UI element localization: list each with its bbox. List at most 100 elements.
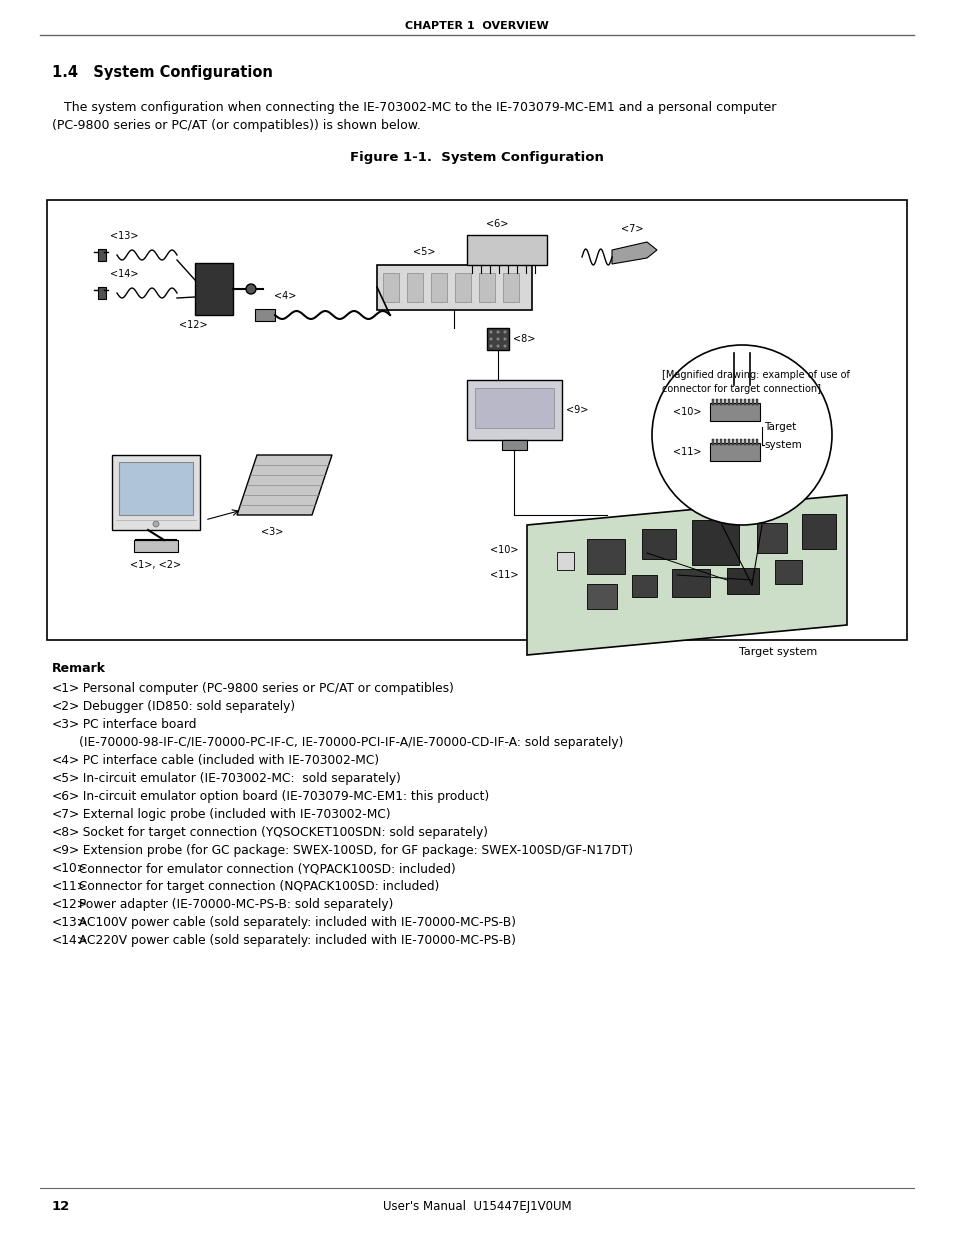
Text: (PC-9800 series or PC/AT (or compatibles)) is shown below.: (PC-9800 series or PC/AT (or compatibles… [52,120,420,132]
Bar [641,530,676,559]
Bar [709,403,760,421]
Bar [716,399,718,405]
Bar [557,552,574,571]
Circle shape [503,345,506,347]
Bar [735,438,738,445]
Bar [716,438,718,445]
Bar [382,273,398,303]
Bar [478,273,495,303]
Text: In-circuit emulator (IE-703002-MC:  sold separately): In-circuit emulator (IE-703002-MC: sold … [75,772,400,785]
Text: <11>: <11> [52,881,88,893]
Bar [747,399,750,405]
Text: AC220V power cable (sold separately: included with IE-70000-MC-PS-B): AC220V power cable (sold separately: inc… [75,934,516,947]
Bar [467,235,546,266]
Bar [723,399,726,405]
Circle shape [503,337,506,341]
Bar [740,399,741,405]
Bar [98,287,106,299]
Bar [720,399,721,405]
Bar [740,438,741,445]
Text: <10>: <10> [672,408,700,417]
Text: <10>: <10> [490,545,518,555]
Polygon shape [526,495,846,655]
Bar [586,540,624,574]
Text: Personal computer (PC-9800 series or PC/AT or compatibles): Personal computer (PC-9800 series or PC/… [75,682,454,695]
Text: <1>, <2>: <1>, <2> [131,559,181,571]
Text: <11>: <11> [672,447,700,457]
Text: External logic probe (included with IE-703002-MC): External logic probe (included with IE-7… [75,808,390,821]
Text: <8>: <8> [513,333,535,345]
Bar [755,438,758,445]
Text: <10>: <10> [52,862,88,876]
Text: Connector for target connection (NQPACK100SD: included): Connector for target connection (NQPACK1… [75,881,439,893]
Bar [711,399,714,405]
Text: connector for target connection]: connector for target connection] [661,384,821,394]
Bar [801,514,835,550]
Bar [133,540,178,552]
Bar [757,524,786,553]
Text: <12>: <12> [52,898,88,911]
Text: Figure 1-1.  System Configuration: Figure 1-1. System Configuration [350,152,603,164]
Bar [755,399,758,405]
Text: CHAPTER 1  OVERVIEW: CHAPTER 1 OVERVIEW [405,21,548,31]
Circle shape [651,345,831,525]
Text: <6>: <6> [485,219,508,228]
Text: Socket for target connection (YQSOCKET100SDN: sold separately): Socket for target connection (YQSOCKET10… [75,826,488,839]
Bar [671,569,709,598]
Text: <7>: <7> [620,224,642,233]
Text: <3>: <3> [260,527,283,537]
Polygon shape [236,454,332,515]
Text: <11>: <11> [490,571,518,580]
Text: <13>: <13> [52,916,88,929]
Bar [751,399,754,405]
Bar [407,273,422,303]
Text: 12: 12 [52,1200,71,1213]
Circle shape [246,284,255,294]
Bar [774,559,801,584]
Polygon shape [612,242,657,264]
Text: <7>: <7> [52,808,80,821]
Text: Connector for emulator connection (YQPACK100SD: included): Connector for emulator connection (YQPAC… [75,862,456,876]
Text: Target: Target [763,422,796,432]
Text: [Magnified drawing: example of use of: [Magnified drawing: example of use of [661,370,849,380]
Text: <12>: <12> [178,320,207,330]
Text: <14>: <14> [52,934,88,947]
Text: <5>: <5> [52,772,80,785]
Bar [751,438,754,445]
Text: system: system [763,440,801,450]
Text: 1.4   System Configuration: 1.4 System Configuration [52,64,273,79]
Text: <5>: <5> [413,247,435,257]
Text: Power adapter (IE-70000-MC-PS-B: sold separately): Power adapter (IE-70000-MC-PS-B: sold se… [75,898,393,911]
Text: <4>: <4> [274,291,295,301]
Circle shape [496,331,499,333]
Bar [735,399,738,405]
Text: <4>: <4> [52,755,80,767]
Bar [98,249,106,261]
Text: AC100V power cable (sold separately: included with IE-70000-MC-PS-B): AC100V power cable (sold separately: inc… [75,916,516,929]
Bar [727,438,730,445]
Bar [586,584,616,609]
Bar [727,399,730,405]
Text: Extension probe (for GC package: SWEX-100SD, for GF package: SWEX-100SD/GF-N17DT: Extension probe (for GC package: SWEX-10… [75,844,633,857]
Bar [376,266,532,310]
Circle shape [489,337,492,341]
Text: PC interface board: PC interface board [75,718,196,731]
Text: <3>: <3> [52,718,80,731]
Text: <14>: <14> [110,269,138,279]
Text: PC interface cable (included with IE-703002-MC): PC interface cable (included with IE-703… [75,755,378,767]
Bar [47,200,906,640]
Circle shape [489,345,492,347]
Bar [486,329,509,350]
Circle shape [496,345,499,347]
Text: <1>: <1> [52,682,80,695]
Text: <2>: <2> [52,700,80,713]
Bar [691,520,738,564]
Bar [726,568,759,594]
Text: In-circuit emulator option board (IE-703079-MC-EM1: this product): In-circuit emulator option board (IE-703… [75,790,489,803]
Text: <8>: <8> [52,826,80,839]
Text: (IE-70000-98-IF-C/IE-70000-PC-IF-C, IE-70000-PCI-IF-A/IE-70000-CD-IF-A: sold sep: (IE-70000-98-IF-C/IE-70000-PC-IF-C, IE-7… [52,736,622,748]
Circle shape [496,337,499,341]
Bar [723,438,726,445]
Bar [475,388,554,429]
Text: <6>: <6> [52,790,80,803]
